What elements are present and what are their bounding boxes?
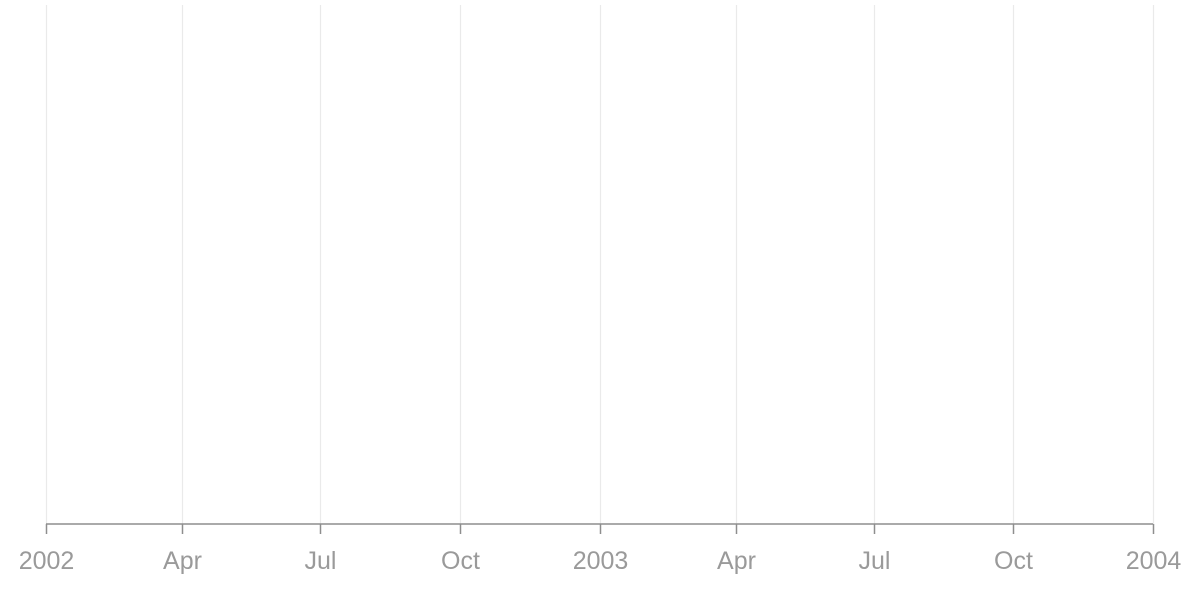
x-tick-label: Apr	[163, 547, 202, 575]
x-tick-label: Jul	[859, 547, 891, 575]
x-axis-ticks	[45, 524, 1155, 534]
gridlines	[45, 5, 1155, 524]
x-tick-label: Apr	[717, 547, 756, 575]
x-tick-label: Oct	[441, 547, 480, 575]
x-axis-tick-labels: 2002 Apr Jul Oct 2003 Apr Jul Oct 2004	[19, 547, 1182, 575]
x-tick-label: 2002	[19, 547, 75, 575]
x-tick-label: Oct	[994, 547, 1033, 575]
x-tick-label: Jul	[305, 547, 337, 575]
x-tick-label: 2003	[573, 547, 629, 575]
x-tick-label: 2004	[1126, 547, 1182, 575]
